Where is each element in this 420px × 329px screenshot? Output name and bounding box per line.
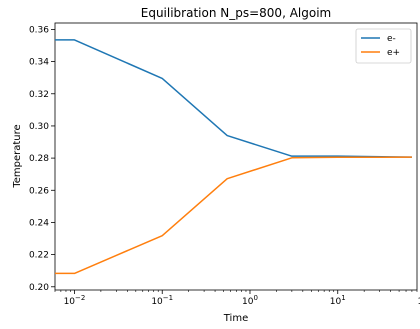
x-tick-label: 10−1 [151,294,173,307]
series-line-e- [55,39,412,158]
y-tick-label: 0.28 [29,154,49,164]
series-line-e+ [55,156,412,275]
legend-box [355,28,412,64]
y-axis-label: Temperature [12,124,23,188]
x-tick-label: 102 [418,294,420,307]
x-axis-label: Time [223,313,248,324]
y-tick-label: 0.24 [29,218,49,228]
y-tick-label: 0.26 [29,186,49,196]
y-tick-label: 0.32 [29,90,49,100]
legend-label: e- [387,34,396,44]
x-axis-ticks: 10−2 10−1 100 101 102 [54,290,420,307]
plot-area [54,22,418,291]
y-tick-label: 0.30 [29,122,49,132]
y-tick-label: 0.36 [29,25,49,35]
legend: e-e+ [355,28,412,64]
series-layer [55,39,412,275]
y-tick-label: 0.20 [29,283,49,293]
y-tick-label: 0.22 [29,251,49,261]
y-tick-label: 0.34 [29,58,49,68]
x-tick-label: 100 [242,294,258,307]
x-tick-label: 10−2 [64,294,86,307]
chart-title: Equilibration N_ps=800, Algoim [141,6,331,20]
y-axis-ticks: 0.20 0.22 0.24 0.26 0.28 0.30 0.32 0.34 0.36 [29,25,55,293]
legend-label: e+ [387,48,400,58]
plot-frame [54,22,418,291]
x-tick-label: 101 [330,294,346,307]
